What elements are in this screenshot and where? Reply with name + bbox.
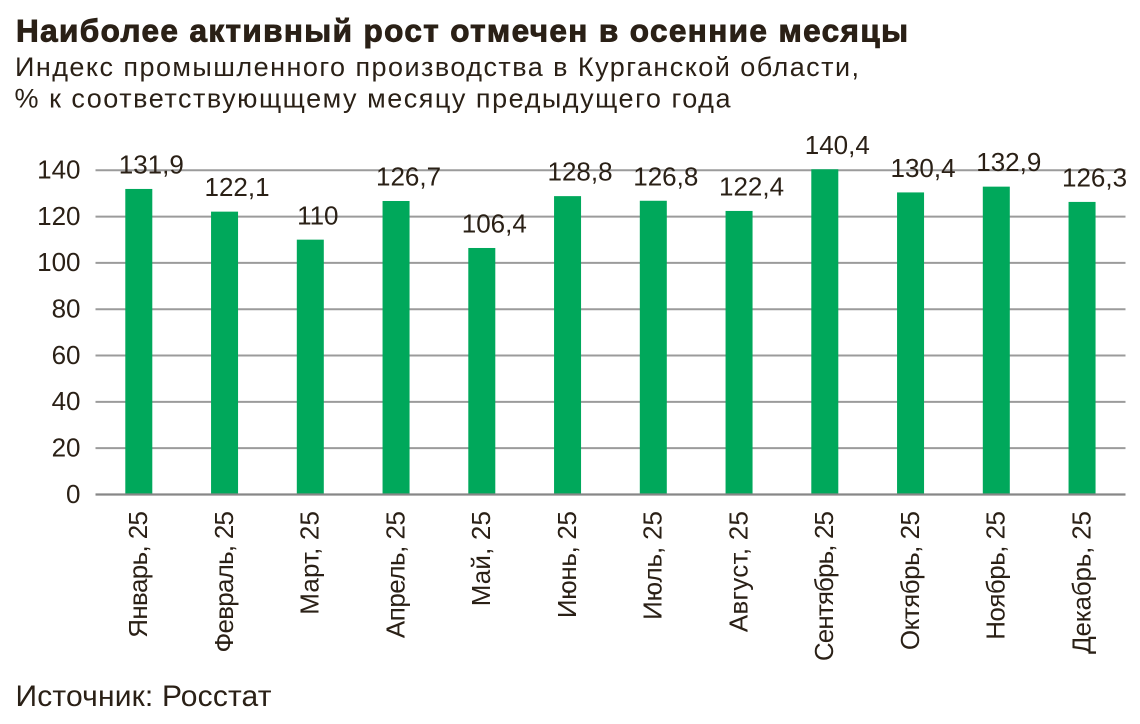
svg-text:100: 100 <box>37 247 80 277</box>
svg-text:122,1: 122,1 <box>205 172 270 202</box>
svg-text:Ноябрь, 25: Ноябрь, 25 <box>981 511 1011 640</box>
svg-text:131,9: 131,9 <box>119 150 184 180</box>
svg-text:110: 110 <box>297 200 338 230</box>
svg-text:120: 120 <box>37 201 80 231</box>
svg-text:Март, 25: Март, 25 <box>295 511 325 615</box>
svg-text:20: 20 <box>52 432 81 462</box>
svg-text:130,4: 130,4 <box>891 153 956 183</box>
svg-text:Наиболее активный рост отмечен: Наиболее активный рост отмечен в осенние… <box>16 13 908 49</box>
svg-text:126,7: 126,7 <box>376 162 441 192</box>
svg-text:140: 140 <box>37 155 80 185</box>
svg-text:Июль, 25: Июль, 25 <box>638 511 668 620</box>
svg-text:106,4: 106,4 <box>462 209 527 239</box>
svg-text:132,9: 132,9 <box>976 147 1041 177</box>
svg-text:Февраль, 25: Февраль, 25 <box>209 511 239 653</box>
svg-text:Август, 25: Август, 25 <box>723 511 753 632</box>
svg-text:Источник: Росстат: Источник: Росстат <box>16 680 272 713</box>
svg-text:% к соответствующщему месяцу п: % к соответствующщему месяцу предыдущего… <box>15 83 732 113</box>
svg-text:60: 60 <box>52 340 81 370</box>
svg-text:Декабрь, 25: Декабрь, 25 <box>1066 511 1096 654</box>
svg-text:0: 0 <box>66 479 80 509</box>
svg-text:126,3: 126,3 <box>1062 163 1127 193</box>
svg-text:Январь, 25: Январь, 25 <box>123 511 153 638</box>
svg-text:122,4: 122,4 <box>719 172 784 202</box>
svg-text:Октябрь, 25: Октябрь, 25 <box>895 511 925 650</box>
svg-text:Май, 25: Май, 25 <box>466 511 496 606</box>
svg-text:Апрель, 25: Апрель, 25 <box>380 511 410 638</box>
svg-text:140,4: 140,4 <box>805 130 870 160</box>
svg-text:128,8: 128,8 <box>548 157 613 187</box>
svg-text:Июнь, 25: Июнь, 25 <box>552 511 582 618</box>
svg-text:Индекс промышленного производс: Индекс промышленного производства в Кург… <box>15 52 859 82</box>
svg-text:126,8: 126,8 <box>633 161 698 191</box>
svg-text:40: 40 <box>52 386 81 416</box>
svg-text:80: 80 <box>52 294 81 324</box>
svg-text:Сентябрь, 25: Сентябрь, 25 <box>809 511 839 661</box>
